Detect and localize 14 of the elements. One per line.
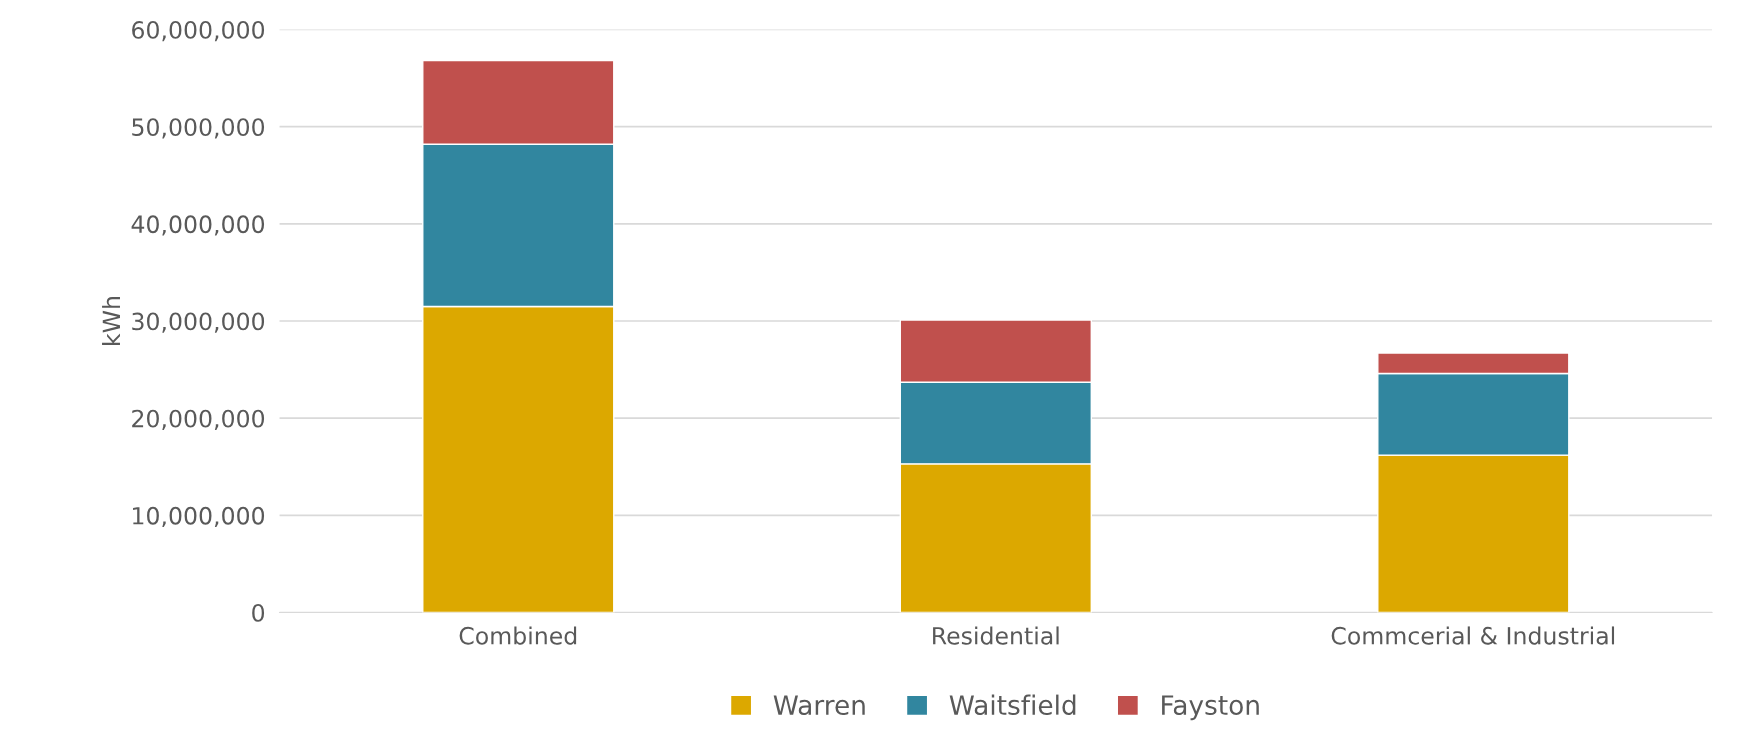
y-tick-label: 50,000,000 bbox=[132, 118, 265, 139]
y-tick-label: 30,000,000 bbox=[132, 312, 265, 333]
y-tick-label: 10,000,000 bbox=[133, 506, 265, 528]
x-tick-label: Commcerial & Industrial bbox=[1331, 626, 1615, 645]
y-tick-label: 20,000,000 bbox=[132, 409, 265, 430]
y-axis-title: kWh bbox=[102, 297, 120, 345]
legend-label: Waitsfield bbox=[949, 694, 1076, 716]
y-tick-label: 60,000,000 bbox=[132, 20, 265, 42]
x-tick-label: Combined bbox=[459, 626, 577, 645]
legend-label: Warren bbox=[773, 695, 865, 716]
y-tick-label: 40,000,000 bbox=[131, 215, 265, 236]
legend-label: Fayston bbox=[1162, 695, 1259, 721]
y-tick-label: 0 bbox=[252, 603, 265, 622]
x-tick-label: Residential bbox=[933, 626, 1059, 645]
